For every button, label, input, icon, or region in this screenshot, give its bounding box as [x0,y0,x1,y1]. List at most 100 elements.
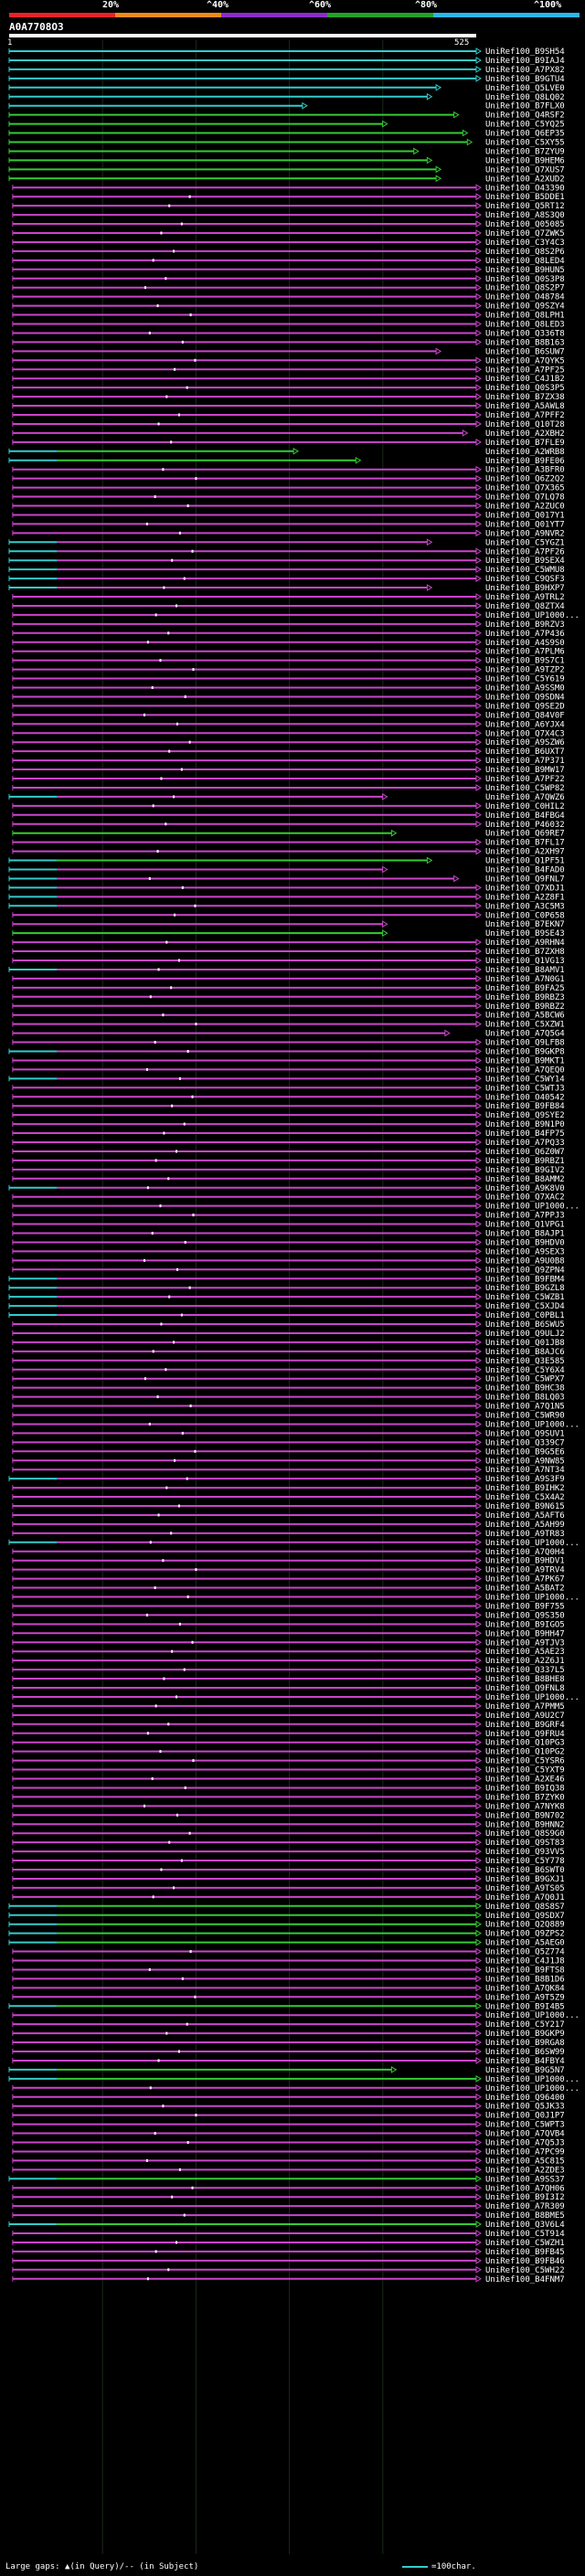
hit-label[interactable]: UniRef100_B7FLE9 [485,439,565,448]
hit-label[interactable]: UniRef100_A5AWL8 [485,402,565,411]
hit-label[interactable]: UniRef100_Q9S350 [485,1611,565,1620]
hit-row[interactable]: UniRef100_B9FA25 [12,984,565,993]
hit-label[interactable]: UniRef100_Q9SDX7 [485,1912,565,1921]
hit-label[interactable]: UniRef100_Q9ZPS2 [485,1930,565,1939]
hit-label[interactable]: UniRef100_A7QWZ6 [485,793,565,802]
hit-label[interactable]: UniRef100_C5YQ25 [485,121,565,130]
hit-row[interactable]: UniRef100_B9I3I2 [12,2193,565,2202]
hit-label[interactable]: UniRef100_B7ZYK0 [485,1793,565,1802]
hit-row[interactable]: UniRef100_A7NT34 [12,1466,565,1475]
hit-row[interactable]: UniRef100_A9SZW6 [12,738,565,747]
hit-row[interactable]: UniRef100_B8AJP1 [12,1230,565,1239]
hit-label[interactable]: UniRef100_B9GZL8 [485,1284,565,1293]
hit-row[interactable]: UniRef100_C5X4A2 [12,1493,565,1502]
hit-row[interactable]: UniRef100_A7PC99 [12,2147,565,2157]
hit-row[interactable]: UniRef100_Q7X4C3 [12,729,565,738]
hit-row[interactable]: UniRef100_A7PF26 [8,547,565,557]
hit-row[interactable]: UniRef100_B8BME5 [12,2211,565,2221]
hit-row[interactable]: UniRef100_C5YSR6 [12,1757,565,1766]
hit-label[interactable]: UniRef100_B9MW17 [485,766,565,775]
hit-label[interactable]: UniRef100_Q6Z2Q2 [485,475,565,484]
hit-row[interactable]: UniRef100_C5T914 [12,2230,565,2239]
hit-row[interactable]: UniRef100_B9GKP9 [12,2030,565,2039]
hit-label[interactable]: UniRef100_Q6Z0W7 [485,1148,565,1157]
hit-label[interactable]: UniRef100_O40542 [485,1093,565,1102]
hit-row[interactable]: UniRef100_Q05085 [12,220,565,229]
hit-row[interactable]: UniRef100_A7PF22 [12,775,565,784]
hit-row[interactable]: UniRef100_A5BAT2 [12,1585,565,1594]
hit-row[interactable]: UniRef100_A2XH97 [12,848,565,857]
hit-label[interactable]: UniRef100_C5Y619 [485,675,565,684]
hit-row[interactable]: UniRef100_A7N0G1 [12,975,565,984]
hit-row[interactable]: UniRef100_B9RGA8 [12,2039,565,2048]
hit-label[interactable]: UniRef100_B9F755 [485,1602,565,1611]
hit-row[interactable]: UniRef100_A7QEQ0 [12,1065,565,1075]
hit-label[interactable]: UniRef100_B7FLX0 [485,102,565,111]
hit-label[interactable]: UniRef100_B6SW99 [485,2048,565,2057]
hit-label[interactable]: UniRef100_B7ZXH8 [485,948,565,957]
hit-label[interactable]: UniRef100_Q9SDN4 [485,693,565,702]
hit-label[interactable]: UniRef100_A2WRB8 [485,448,565,457]
hit-label[interactable]: UniRef100_A7NYK8 [485,1802,565,1811]
hit-label[interactable]: UniRef100_UP1000... [485,2075,580,2084]
hit-row[interactable]: UniRef100_B6SUW7 [12,347,565,356]
hit-row[interactable]: UniRef100_B8BHE8 [12,1675,565,1684]
hit-row[interactable]: UniRef100_Q336T8 [12,329,565,338]
hit-row[interactable]: UniRef100_B7ZYK0 [12,1793,565,1802]
hit-label[interactable]: UniRef100_Q2Q889 [485,1921,565,1930]
hit-label[interactable]: UniRef100_B9G5N7 [485,2066,565,2075]
hit-row[interactable]: UniRef100_C5Y6X4 [12,1366,565,1375]
hit-label[interactable]: UniRef100_A5AFT6 [485,1511,565,1521]
hit-row[interactable]: UniRef100_Q4RSF2 [8,111,565,121]
hit-row[interactable]: UniRef100_C9QSF3 [8,575,565,584]
hit-row[interactable]: UniRef100_A2Z6J1 [12,1657,565,1666]
hit-row[interactable]: UniRef100_A9NVR2 [12,529,565,538]
hit-row[interactable]: UniRef100_B9RBZ3 [12,993,565,1002]
hit-label[interactable]: UniRef100_Q9ULJ2 [485,1330,565,1339]
hit-label[interactable]: UniRef100_Q10PG2 [485,1748,565,1757]
hit-label[interactable]: UniRef100_Q93VV5 [485,1848,565,1857]
hit-label[interactable]: UniRef100_A2Z6J1 [485,1657,565,1666]
hit-label[interactable]: UniRef100_A2XUD2 [485,175,565,184]
hit-row[interactable]: UniRef100_Q8LED3 [12,321,565,330]
hit-label[interactable]: UniRef100_A9SS37 [485,2175,565,2184]
hit-label[interactable]: UniRef100_B6SWU5 [485,1320,565,1330]
hit-label[interactable]: UniRef100_UP1000... [485,1594,580,1603]
hit-label[interactable]: UniRef100_Q8ZTX4 [485,602,565,611]
hit-row[interactable]: UniRef100_C5Y619 [12,675,565,684]
hit-row[interactable]: UniRef100_B8AMM2 [12,1175,565,1184]
hit-row[interactable]: UniRef100_A2Z8F1 [8,893,565,902]
hit-label[interactable]: UniRef100_B9I3I2 [485,2193,565,2202]
hit-row[interactable]: UniRef100_C5XZW1 [12,1021,565,1030]
hit-row[interactable]: UniRef100_A7PQ33 [12,1139,565,1148]
hit-label[interactable]: UniRef100_A5AEG0 [485,1939,565,1948]
hit-label[interactable]: UniRef100_A9NW85 [485,1457,565,1466]
hit-label[interactable]: UniRef100_Q5RT12 [485,202,565,211]
hit-label[interactable]: UniRef100_C4J1J8 [485,1957,565,1966]
hit-label[interactable]: UniRef100_Q8LPH1 [485,312,565,321]
hit-row[interactable]: UniRef100_C5WH22 [12,2266,565,2275]
hit-label[interactable]: UniRef100_B9GXJ1 [485,1875,565,1884]
hit-row[interactable]: UniRef100_A5AE23 [12,1648,565,1657]
hit-row[interactable]: UniRef100_Q9S350 [12,1611,565,1620]
hit-label[interactable]: UniRef100_A3C5M3 [485,902,565,911]
hit-row[interactable]: UniRef100_B9HC38 [12,1384,565,1394]
hit-row[interactable]: UniRef100_B9HH47 [12,1629,565,1638]
hit-label[interactable]: UniRef100_Q1PF51 [485,857,565,866]
hit-label[interactable]: UniRef100_A7PX82 [485,66,565,75]
hit-label[interactable]: UniRef100_A7Q1N5 [485,1403,565,1412]
hit-label[interactable]: UniRef100_B9HUN5 [485,266,565,275]
hit-label[interactable]: UniRef100_Q339C7 [485,1438,565,1447]
hit-row[interactable]: UniRef100_A9TR83 [12,1530,565,1539]
hit-row[interactable]: UniRef100_B9G5N7 [8,2066,565,2075]
hit-row[interactable]: UniRef100_A7PMM5 [12,1702,565,1712]
hit-label[interactable]: UniRef100_Q9FNL7 [485,875,565,884]
hit-label[interactable]: UniRef100_B9GKP8 [485,1048,565,1057]
hit-row[interactable]: UniRef100_Q01YT7 [12,520,565,529]
hit-row[interactable]: UniRef100_A5BCW6 [12,1012,565,1021]
hit-label[interactable]: UniRef100_A7PK67 [485,1575,565,1585]
hit-label[interactable]: UniRef100_C5WMU8 [485,566,565,575]
hit-label[interactable]: UniRef100_A7QEQ0 [485,1065,565,1075]
hit-label[interactable]: UniRef100_B6UXT7 [485,747,565,757]
hit-row[interactable]: UniRef100_B6SW99 [12,2048,565,2057]
